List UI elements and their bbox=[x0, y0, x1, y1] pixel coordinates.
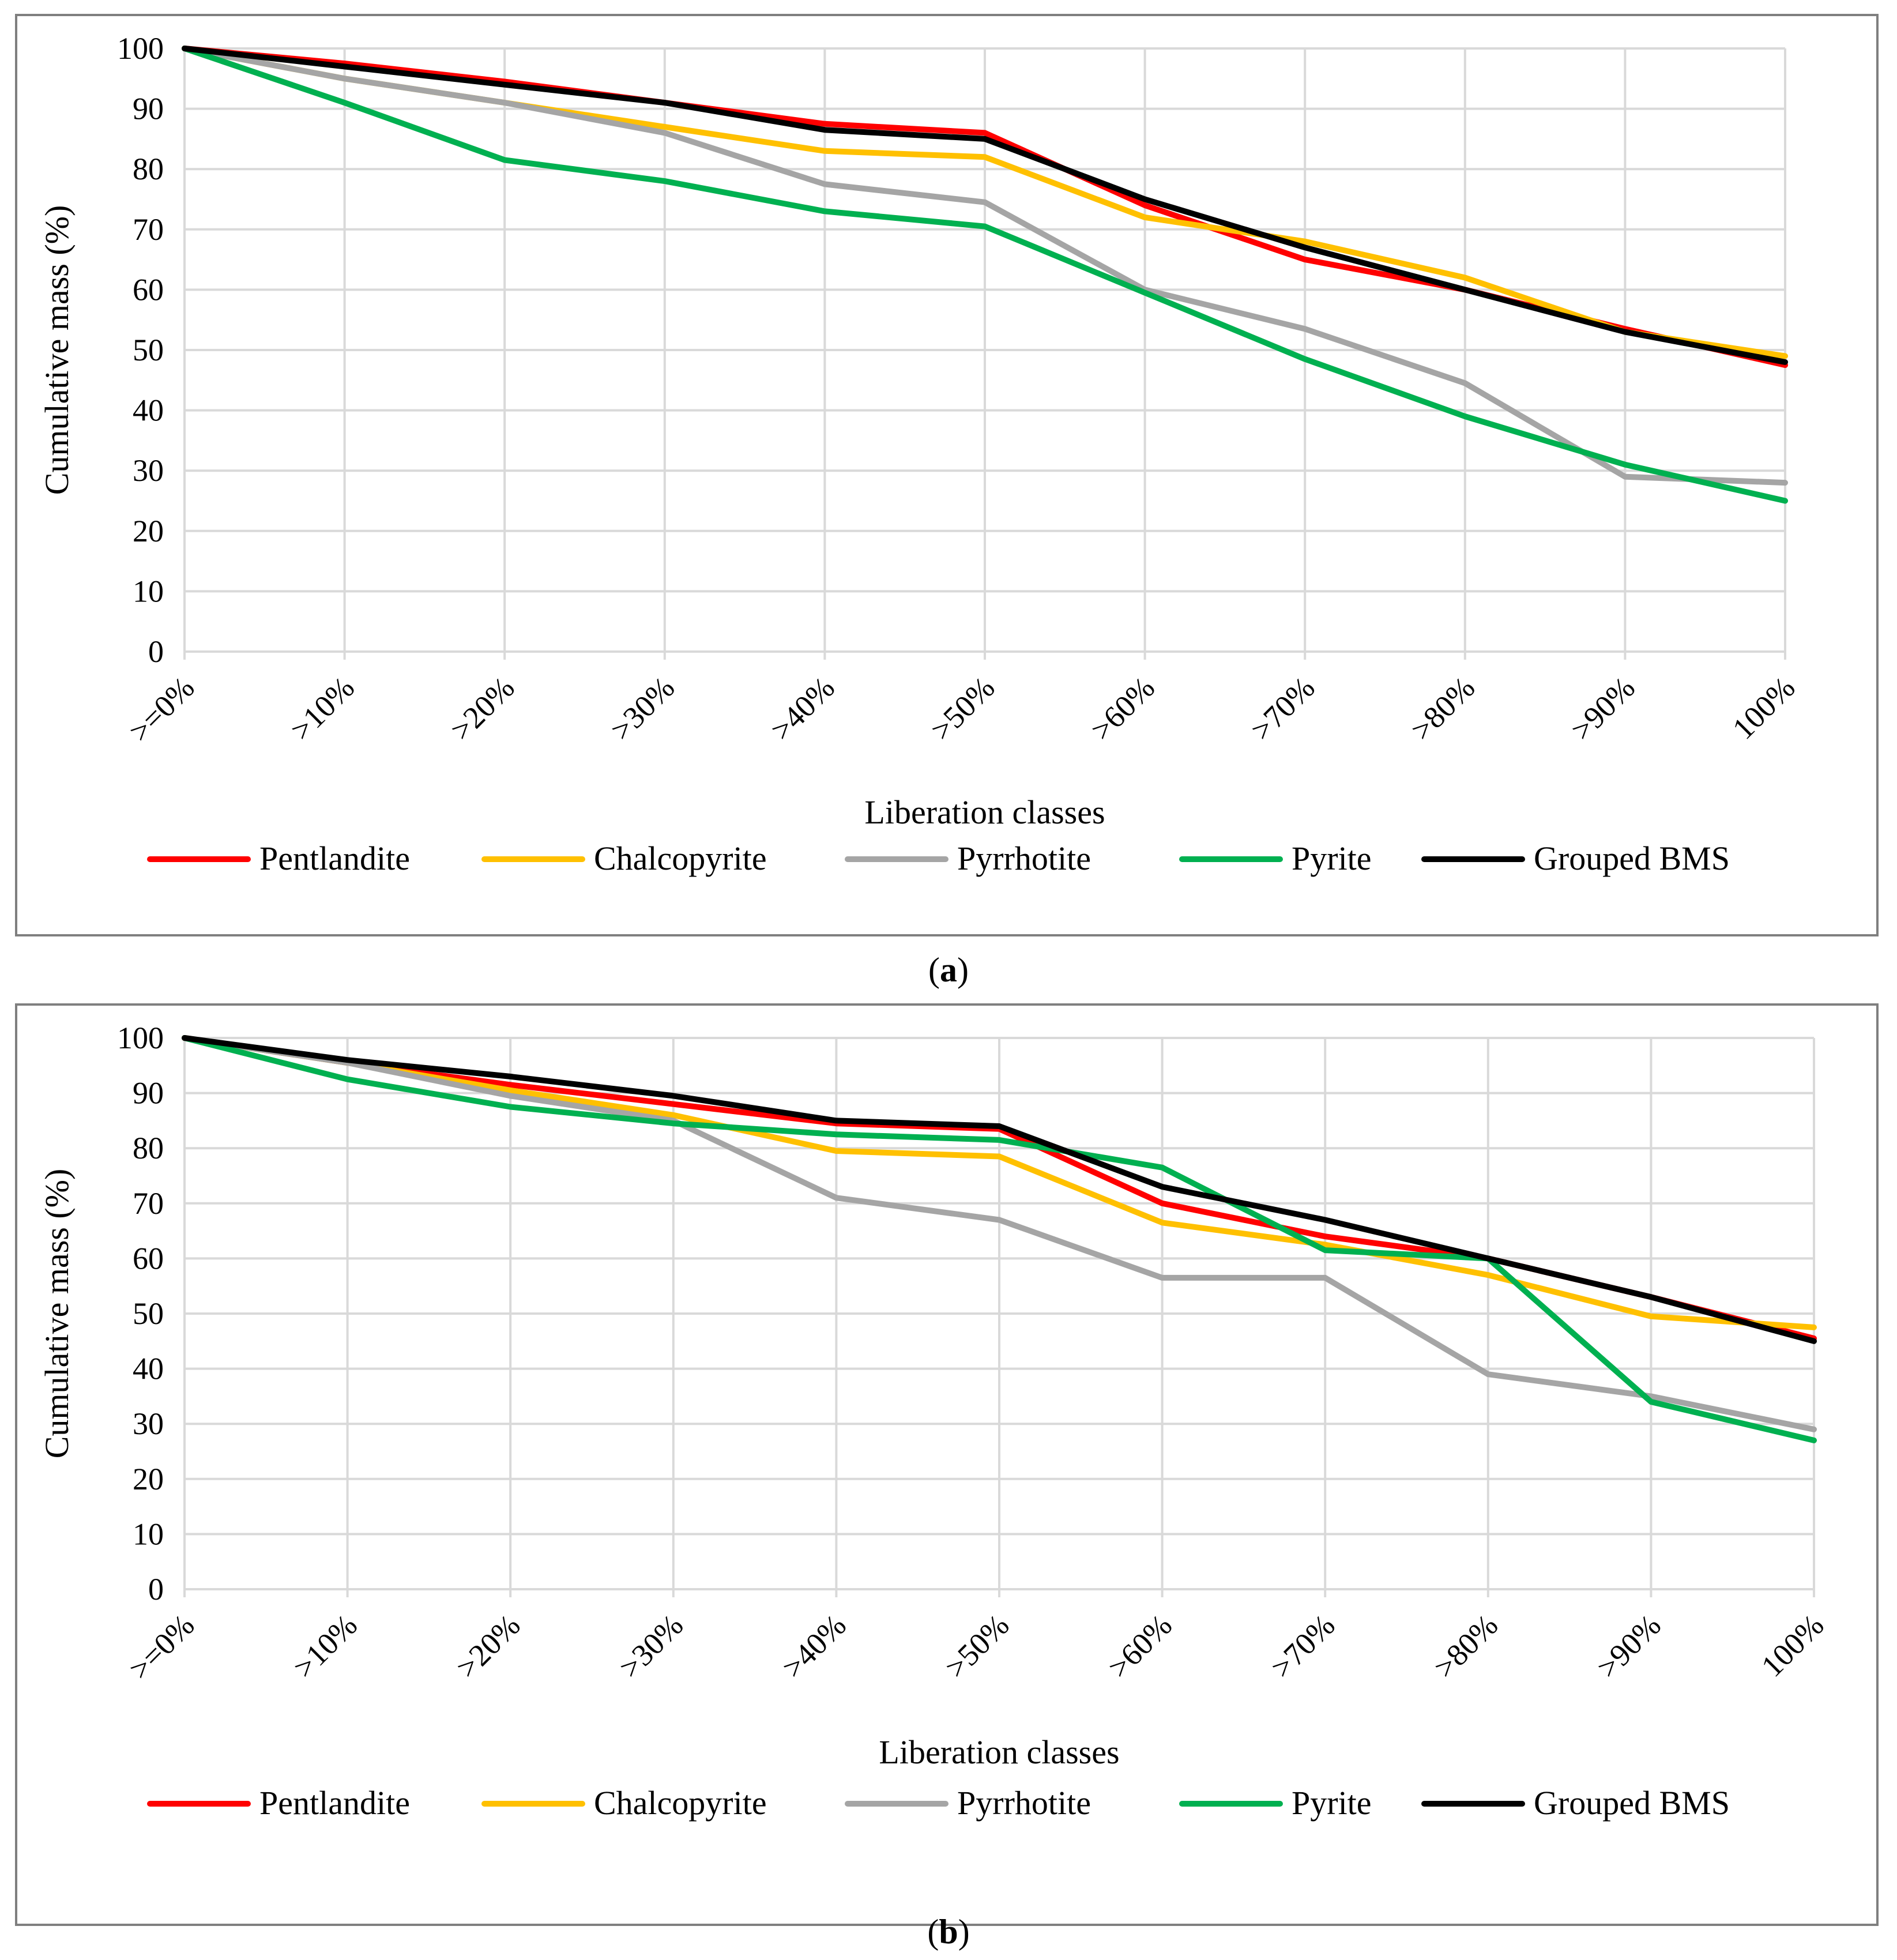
series-line-chalcopyrite bbox=[182, 1035, 1817, 1330]
x-tick-label: >20% bbox=[444, 670, 521, 747]
series-line-pyrrhotite bbox=[182, 46, 1788, 486]
x-tick-label: >80% bbox=[1427, 1608, 1504, 1685]
y-axis-title: Cumulative mass (%) bbox=[38, 1169, 76, 1459]
y-tick-label: 80 bbox=[133, 152, 164, 186]
y-tick-label: 70 bbox=[133, 1186, 164, 1221]
x-tick-label: >30% bbox=[604, 670, 681, 747]
legend-label: Pyrite bbox=[1292, 1784, 1372, 1822]
caption-a: (a) bbox=[928, 951, 969, 989]
y-tick-label: 90 bbox=[133, 1076, 164, 1111]
x-tick-label: >10% bbox=[284, 670, 361, 747]
x-tick-label: >=0% bbox=[122, 1608, 201, 1686]
legend-label: Chalcopyrite bbox=[594, 1784, 767, 1822]
legend-label: Pyrrhotite bbox=[957, 840, 1091, 877]
y-tick-label: 50 bbox=[133, 1296, 164, 1331]
y-tick-label: 0 bbox=[148, 634, 164, 669]
series-line-pyrite bbox=[182, 1035, 1817, 1443]
y-tick-label: 30 bbox=[133, 453, 164, 488]
x-tick-label: >60% bbox=[1084, 670, 1161, 747]
y-tick-label: 90 bbox=[133, 92, 164, 126]
y-tick-label: 50 bbox=[133, 333, 164, 367]
x-tick-label: >80% bbox=[1404, 670, 1481, 747]
x-tick-label: >50% bbox=[939, 1608, 1016, 1685]
series-line-pyrrhotite bbox=[182, 1035, 1817, 1432]
legend-label: Pyrite bbox=[1292, 840, 1372, 877]
x-tick-label: 100% bbox=[1755, 1608, 1831, 1684]
y-tick-label: 60 bbox=[133, 1241, 164, 1276]
series-line-pyrite bbox=[182, 46, 1788, 504]
x-tick-label: >50% bbox=[924, 670, 1002, 747]
y-tick-label: 10 bbox=[133, 574, 164, 608]
legend-label: Pyrrhotite bbox=[957, 1784, 1091, 1822]
x-tick-label: >=0% bbox=[122, 670, 201, 748]
x-tick-label: >90% bbox=[1590, 1608, 1668, 1685]
line-chart-a: 0 10 20 30 40 50 60 70 80 90 100 >=0% >10% >20% >30% >4… bbox=[38, 31, 1802, 877]
y-tick-label: 100 bbox=[117, 1021, 164, 1055]
y-tick-label: 60 bbox=[133, 272, 164, 307]
y-tick-label: 100 bbox=[117, 31, 164, 66]
x-axis-title: Liberation classes bbox=[879, 1733, 1119, 1771]
x-tick-label: >40% bbox=[776, 1608, 853, 1685]
x-tick-label: >30% bbox=[612, 1608, 690, 1685]
series-line-grouped-bms bbox=[182, 46, 1788, 365]
legend-label: Grouped BMS bbox=[1534, 1784, 1730, 1822]
chart-panel-b: 0 10 20 30 40 50 60 70 80 90 100 >=0% >10% >20% >30% >4… bbox=[15, 1003, 1879, 1926]
y-tick-label: 80 bbox=[133, 1131, 164, 1165]
y-tick-label: 70 bbox=[133, 212, 164, 247]
x-tick-label: >90% bbox=[1564, 670, 1642, 747]
legend-label: Pentlandite bbox=[259, 1784, 410, 1822]
y-axis-title: Cumulative mass (%) bbox=[38, 205, 76, 495]
y-tick-label: 40 bbox=[133, 1352, 164, 1386]
y-tick-label: 40 bbox=[133, 393, 164, 428]
series-line-grouped-bms bbox=[182, 1035, 1817, 1344]
x-tick-label: >70% bbox=[1244, 670, 1322, 747]
caption-a-letter: a bbox=[940, 951, 957, 989]
y-tick-label: 0 bbox=[148, 1572, 164, 1607]
legend-label: Chalcopyrite bbox=[594, 840, 767, 877]
line-chart-b: 0 10 20 30 40 50 60 70 80 90 100 >=0% >10% >20% >30% >4… bbox=[38, 1021, 1831, 1822]
caption-b-letter: b bbox=[939, 1913, 958, 1951]
legend-label: Grouped BMS bbox=[1534, 840, 1730, 877]
x-tick-label: >60% bbox=[1101, 1608, 1179, 1685]
x-tick-label: 100% bbox=[1726, 670, 1802, 746]
y-tick-label: 20 bbox=[133, 1462, 164, 1496]
y-tick-label: 30 bbox=[133, 1406, 164, 1441]
x-tick-label: >40% bbox=[764, 670, 841, 747]
y-tick-label: 20 bbox=[133, 514, 164, 548]
x-axis-title: Liberation classes bbox=[864, 793, 1105, 831]
x-tick-label: >20% bbox=[450, 1608, 527, 1685]
legend-label: Pentlandite bbox=[259, 840, 410, 877]
y-tick-label: 10 bbox=[133, 1517, 164, 1551]
caption-b: (b) bbox=[927, 1913, 970, 1951]
x-tick-label: >70% bbox=[1264, 1608, 1342, 1685]
chart-panel-a: 0 10 20 30 40 50 60 70 80 90 100 >=0% >10% >20% >30% >4… bbox=[15, 14, 1879, 936]
x-tick-label: >10% bbox=[287, 1608, 364, 1685]
